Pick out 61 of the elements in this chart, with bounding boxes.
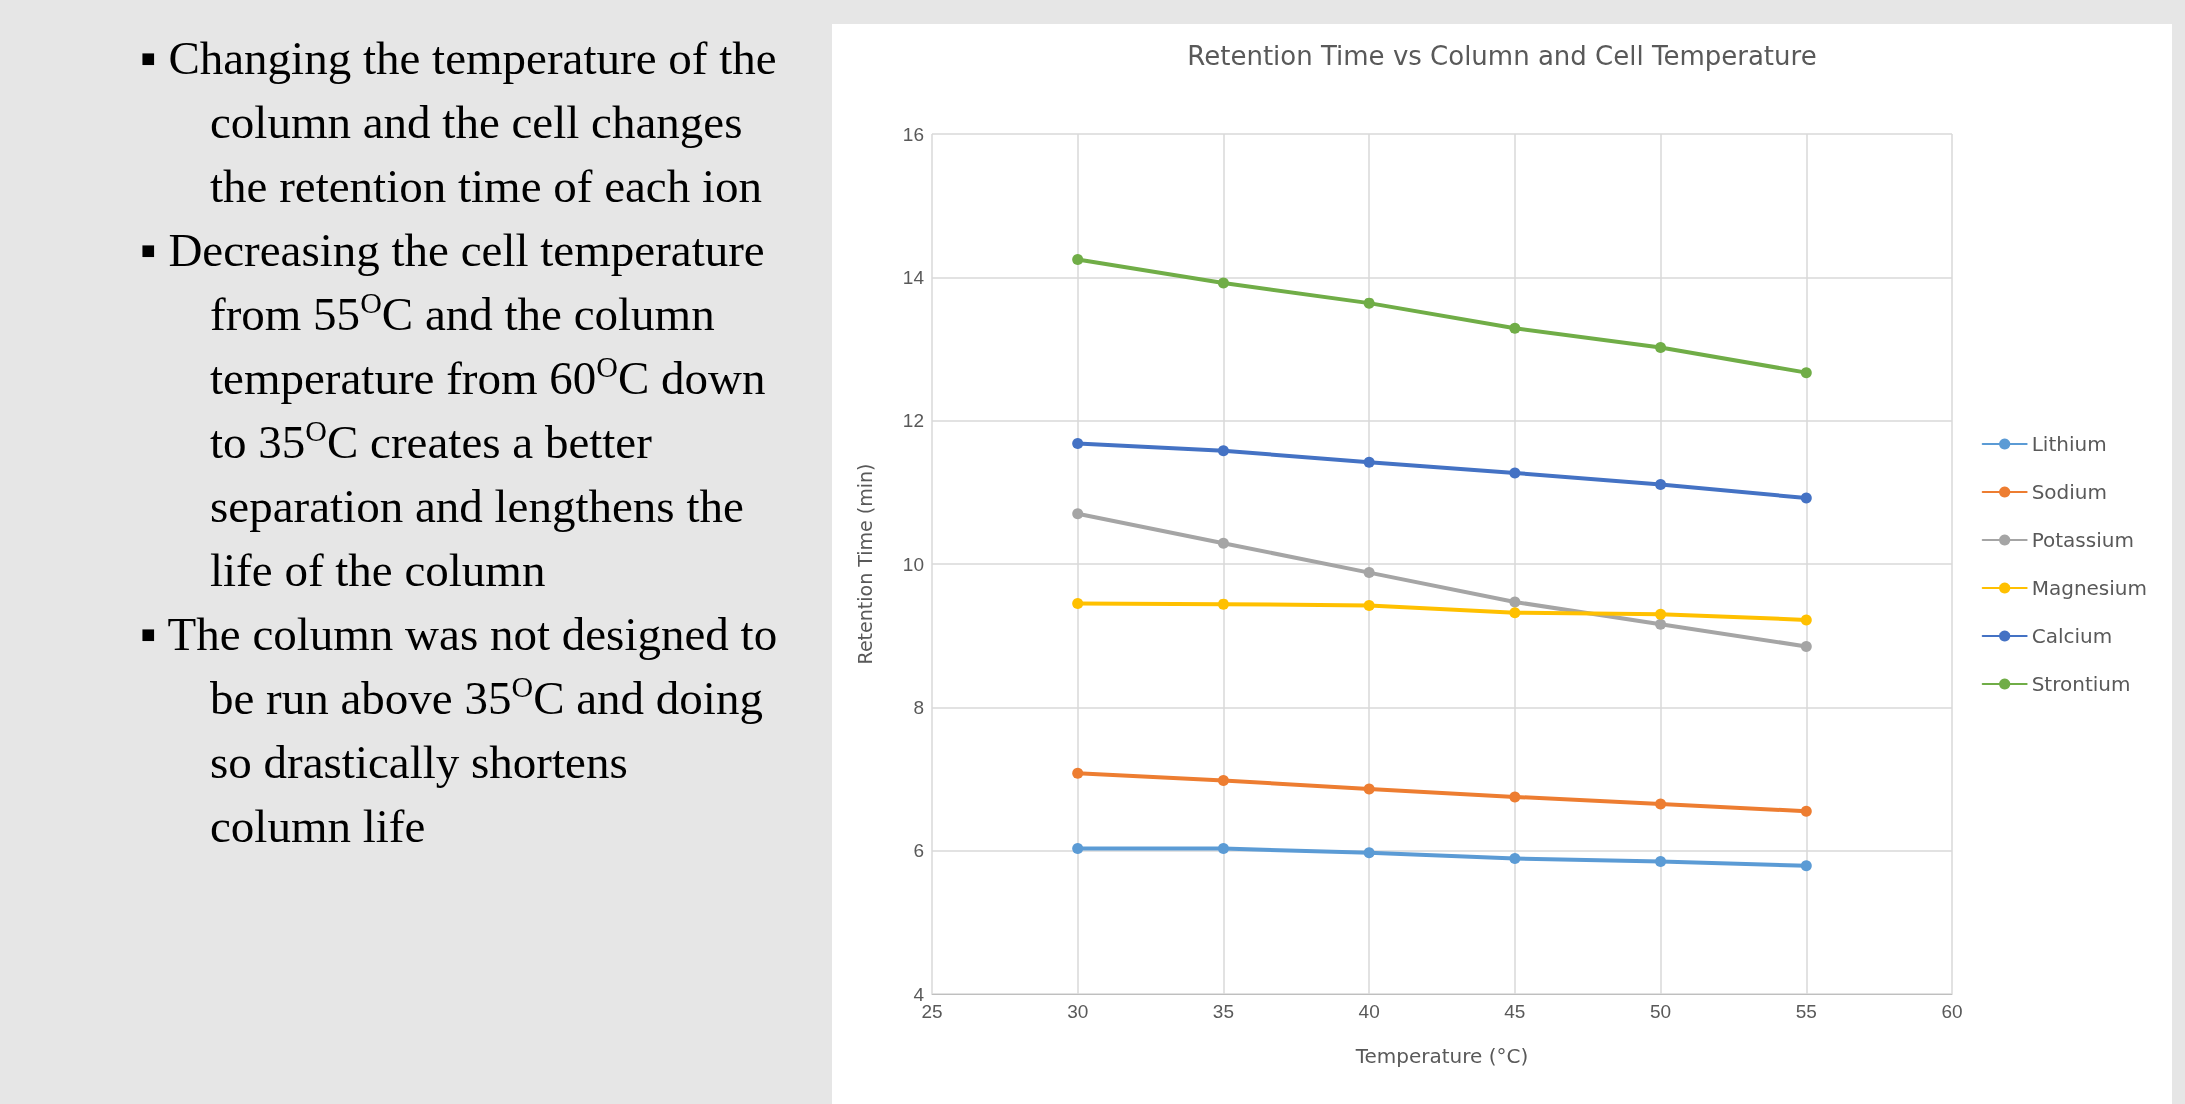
x-tick-label: 50 — [1650, 1001, 1672, 1022]
point — [1655, 798, 1667, 810]
point — [1655, 342, 1667, 354]
point — [1363, 567, 1375, 579]
y-tick-label: 8 — [913, 696, 924, 718]
y-axis-title: Retention Time (min) — [853, 463, 876, 665]
x-tick-label: 40 — [1358, 1001, 1380, 1022]
point — [1072, 767, 1084, 779]
point — [1655, 608, 1667, 620]
point — [1800, 492, 1812, 504]
point — [1072, 597, 1084, 609]
point — [1072, 508, 1084, 520]
point — [1655, 478, 1667, 490]
point — [1217, 445, 1229, 457]
y-tick-label: 10 — [902, 553, 924, 575]
point — [1217, 537, 1229, 549]
point — [1217, 774, 1229, 786]
text: ▪ The column was not designed to be run above 35$^{O}$C and doing so drastically shortens column life — [140, 607, 779, 854]
point — [1217, 277, 1229, 289]
point — [1363, 847, 1375, 859]
text: ▪ Decreasing the cell temperature from 55$^{O}$C and the column temperature from 60$^{O}$C down to 35$^{O}$C creates a better separation and lengthens the life of the column — [140, 224, 766, 596]
point — [1800, 640, 1812, 652]
x-tick-label: 45 — [1504, 1001, 1526, 1022]
legend-label: Potassium — [2031, 528, 2134, 552]
point — [1800, 367, 1812, 379]
point — [1800, 860, 1812, 872]
y-tick-label: 6 — [913, 840, 924, 862]
point — [1800, 805, 1812, 817]
y-tick-label: 12 — [902, 410, 924, 432]
point — [1363, 456, 1375, 468]
legend-label: Calcium — [2031, 624, 2113, 648]
x-tick-label: 55 — [1795, 1001, 1817, 1022]
point — [1217, 843, 1229, 855]
point — [1363, 297, 1375, 309]
point — [1363, 783, 1375, 795]
legend-label: Magnesium — [2031, 576, 2148, 600]
point — [1655, 855, 1667, 867]
point — [1509, 322, 1521, 334]
point — [1509, 853, 1521, 865]
x-tick-label: 35 — [1212, 1001, 1234, 1022]
legend-label: Lithium — [2031, 432, 2107, 456]
point — [1800, 614, 1812, 626]
point — [1072, 843, 1084, 855]
point — [1217, 598, 1229, 610]
legend-label: Strontium — [2031, 672, 2131, 696]
x-tick-label: 60 — [1941, 1001, 1963, 1022]
point — [1509, 607, 1521, 619]
point — [1072, 253, 1084, 265]
x-axis-title: Temperature (°C) — [1354, 1044, 1529, 1068]
point — [1509, 467, 1521, 479]
text: ▪ Changing the temperature of the column and the cell changes the retention time of each ion — [140, 31, 778, 214]
point — [1655, 618, 1667, 630]
legend-label: Sodium — [2031, 480, 2108, 504]
point — [1509, 596, 1521, 608]
point — [1363, 600, 1375, 612]
point — [1072, 438, 1084, 450]
y-tick-label: 16 — [902, 123, 924, 145]
chart-title: Retention Time vs Column and Cell Temperature — [1187, 41, 1817, 71]
x-tick-label: 30 — [1067, 1001, 1089, 1022]
point — [1509, 791, 1521, 803]
y-tick-label: 14 — [902, 266, 925, 288]
